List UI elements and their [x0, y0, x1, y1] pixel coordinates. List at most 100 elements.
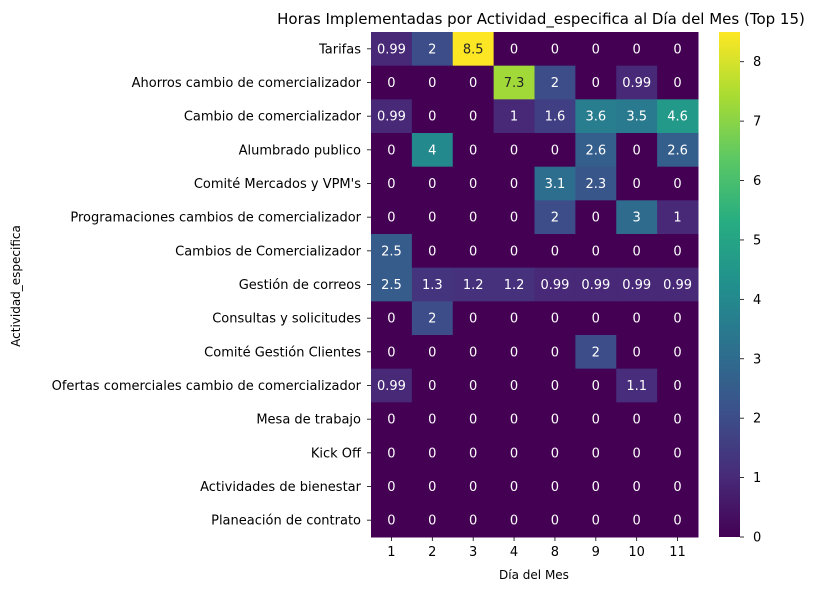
- heatmap-cell: [616, 166, 658, 201]
- heatmap-cell: [452, 267, 495, 302]
- cell-value-label: 0: [469, 480, 477, 495]
- cell-value-label: 0: [469, 514, 477, 529]
- row-label: Tarifas: [318, 42, 361, 57]
- row-label: Planeación de contrato: [211, 514, 361, 529]
- x-axis-label: Día del Mes: [499, 568, 569, 582]
- row-label: Consultas y solicitudes: [212, 312, 361, 327]
- heatmap-cell: [411, 402, 454, 437]
- cell-value-label: 0: [510, 446, 518, 461]
- cell-value-label: 0: [592, 42, 600, 57]
- cell-value-label: 0: [551, 312, 559, 327]
- column-label: 1: [387, 545, 395, 560]
- heatmap-cell: [575, 32, 617, 67]
- heatmap-cell: [411, 368, 454, 403]
- row-label: Ahorros cambio de comercializador: [132, 76, 362, 91]
- heatmap-cell: [411, 503, 454, 538]
- colorbar: [719, 32, 740, 537]
- cell-value-label: 0: [510, 211, 518, 226]
- heatmap-cell: [411, 436, 454, 471]
- heatmap-cell: [657, 267, 699, 302]
- cell-value-label: 0: [633, 413, 641, 428]
- cell-value-label: 0: [469, 211, 477, 226]
- heatmap-cell: [371, 133, 413, 168]
- cell-value-label: 0: [551, 143, 559, 158]
- cell-value-label: 2.5: [381, 244, 402, 259]
- cell-value-label: 1.3: [422, 278, 443, 293]
- heatmap-cell: [452, 503, 495, 538]
- heatmap-cell: [371, 99, 413, 134]
- column-label: 3: [469, 545, 477, 560]
- heatmap-cell: [657, 99, 699, 134]
- cell-value-label: 0: [551, 413, 559, 428]
- cell-value-label: 0: [387, 446, 395, 461]
- cell-value-label: 0: [551, 345, 559, 360]
- heatmap-cell: [493, 32, 535, 67]
- heatmap-cell: [493, 469, 535, 504]
- cell-value-label: 2: [428, 42, 436, 57]
- colorbar-tick-label: 5: [753, 233, 761, 248]
- cell-value-label: 0: [469, 312, 477, 327]
- heatmap-cell: [493, 436, 535, 471]
- heatmap-cell: [657, 133, 699, 168]
- heatmap-cell: [411, 301, 454, 336]
- heatmap-cell: [411, 469, 454, 504]
- cell-value-label: 0: [469, 244, 477, 259]
- cell-value-label: 0: [428, 480, 436, 495]
- heatmap-cell: [411, 200, 454, 235]
- cell-value-label: 0: [673, 244, 681, 259]
- heatmap-cell: [575, 335, 617, 370]
- cell-value-label: 2: [428, 312, 436, 327]
- column-label: 11: [669, 545, 686, 560]
- heatmap-cell: [657, 335, 699, 370]
- cell-value-label: 0: [633, 42, 641, 57]
- cell-value-label: 0: [633, 143, 641, 158]
- cell-value-label: 0: [673, 76, 681, 91]
- cell-value-label: 3.5: [626, 110, 647, 125]
- cell-value-label: 0: [510, 413, 518, 428]
- colorbar-tick-label: 6: [753, 174, 761, 189]
- cell-value-label: 0.99: [377, 379, 406, 394]
- heatmap-cell: [411, 267, 454, 302]
- colorbar-tick-label: 0: [753, 531, 761, 546]
- heatmap-cell: [534, 234, 576, 269]
- heatmap-cell: [534, 436, 576, 471]
- heatmap-cell: [452, 234, 495, 269]
- heatmap-cell: [534, 301, 576, 336]
- heatmap-cells: 0.99 2 8.5 0 0 0 0 0 0 0 0 7.3 2 0 0.99 0 0.99 0 0 1 1.6 3.6 3…: [371, 32, 699, 538]
- heatmap-cell: [452, 166, 495, 201]
- heatmap-cell: [616, 436, 658, 471]
- cell-value-label: 0: [428, 379, 436, 394]
- heatmap-cell: [493, 133, 535, 168]
- cell-value-label: 0: [510, 345, 518, 360]
- cell-value-label: 0: [510, 312, 518, 327]
- heatmap-cell: [411, 65, 454, 100]
- cell-value-label: 0: [510, 514, 518, 529]
- heatmap-cell: [411, 335, 454, 370]
- cell-value-label: 0: [428, 110, 436, 125]
- cell-value-label: 0: [428, 514, 436, 529]
- cell-value-label: 2.6: [667, 143, 688, 158]
- heatmap-cell: [657, 32, 699, 67]
- heatmap-cell: [493, 503, 535, 538]
- cell-value-label: 0: [592, 76, 600, 91]
- heatmap-cell: [493, 368, 535, 403]
- cell-value-label: 0: [673, 514, 681, 529]
- row-label: Actividades de bienestar: [200, 480, 362, 495]
- heatmap-cell: [616, 402, 658, 437]
- column-label: 4: [510, 545, 518, 560]
- row-label: Gestión de correos: [239, 278, 361, 293]
- cell-value-label: 0: [551, 446, 559, 461]
- heatmap-cell: [616, 335, 658, 370]
- colorbar-tick-label: 7: [753, 115, 761, 130]
- heatmap-cell: [371, 267, 413, 302]
- cell-value-label: 0: [469, 379, 477, 394]
- heatmap-cell: [575, 99, 617, 134]
- heatmap-cell: [452, 335, 495, 370]
- heatmap-cell: [575, 133, 617, 168]
- heatmap-cell: [411, 32, 454, 67]
- cell-value-label: 0: [633, 446, 641, 461]
- heatmap-cell: [616, 503, 658, 538]
- cell-value-label: 0: [387, 76, 395, 91]
- heatmap-cell: [452, 301, 495, 336]
- cell-value-label: 0: [592, 379, 600, 394]
